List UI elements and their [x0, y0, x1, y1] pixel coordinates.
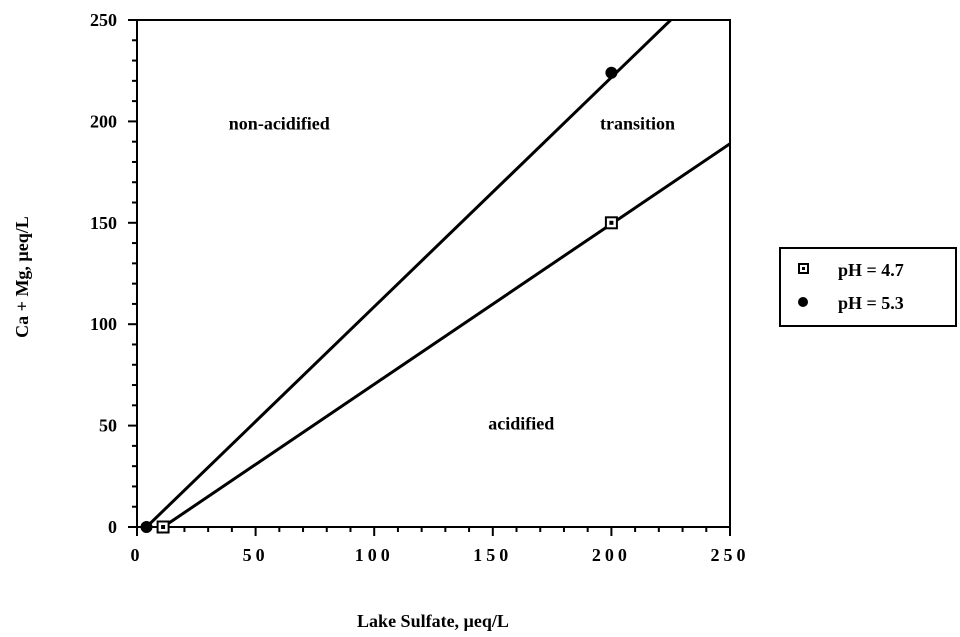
series-2-point — [605, 66, 618, 79]
legend-label-series-1: pH = 4.7 — [838, 260, 904, 280]
x-tick-label: 200 — [592, 545, 631, 565]
legend-label-series-2: pH = 5.3 — [838, 293, 904, 313]
chart-marks — [140, 20, 730, 534]
series-1-line — [162, 142, 730, 527]
region-annotations: non-acidified transition acidified — [229, 114, 675, 434]
plot-area — [136, 19, 731, 528]
y-tick-label: 0 — [108, 517, 117, 537]
series-1-point-center — [609, 220, 614, 225]
x-tick-label: 250 — [711, 545, 750, 565]
x-tick-label: 100 — [355, 545, 394, 565]
y-axis-title: Ca + Mg, µeq/L — [12, 216, 32, 338]
region-label: non-acidified — [229, 114, 330, 134]
y-tick-label: 200 — [90, 111, 117, 131]
y-tick-label: 250 — [90, 10, 117, 30]
series-1-group — [162, 142, 730, 527]
series-2-line — [145, 20, 672, 527]
region-label: transition — [600, 114, 675, 134]
legend-box — [779, 247, 957, 327]
y-tick-label: 150 — [90, 213, 117, 233]
plot-frame — [136, 19, 731, 528]
series-2-group — [145, 20, 672, 527]
legend-circle-marker-icon — [798, 297, 808, 307]
legend-square-marker-inner — [802, 267, 805, 270]
y-tick-label: 50 — [99, 416, 117, 436]
x-tick-label: 0 — [131, 545, 144, 565]
y-tick-label: 100 — [90, 314, 117, 334]
series-2-point — [140, 521, 153, 533]
x-axis-title: Lake Sulfate, µeq/L — [357, 611, 509, 631]
region-label: acidified — [488, 414, 554, 434]
x-tick-label: 150 — [473, 545, 512, 565]
legend: pH = 4.7 pH = 5.3 — [779, 247, 957, 327]
axes: 0 50 100 150 200 250 0 50 100 150 200 250 — [90, 10, 750, 565]
series-1-point-center — [161, 525, 166, 529]
x-tick-label: 50 — [243, 545, 269, 565]
